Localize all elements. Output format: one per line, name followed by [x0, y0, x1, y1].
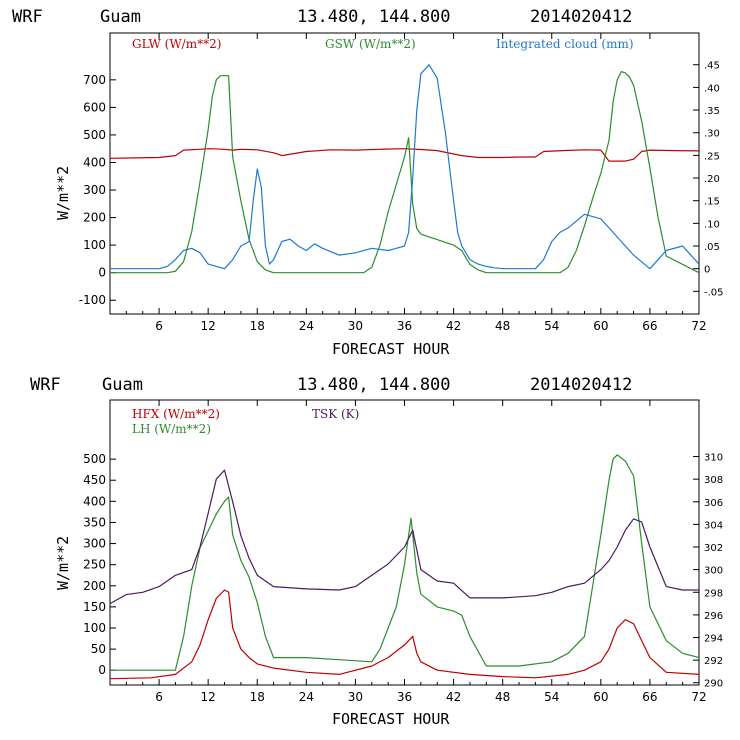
chart-1-y2tick-label: .35 — [704, 106, 720, 117]
chart-2-xlabel: FORECAST HOUR — [332, 710, 450, 728]
chart-1-xtick-label: 72 — [691, 319, 706, 333]
chart-2-xtick-label: 54 — [544, 690, 559, 704]
chart-2-ytick-label: 50 — [91, 642, 106, 656]
chart-1-xtick-label: 66 — [642, 319, 657, 333]
chart-2-y2tick-label: 298 — [704, 588, 723, 599]
chart-2-ytick-label: 250 — [83, 558, 106, 572]
chart-1-xtick-label: 12 — [201, 319, 216, 333]
chart-2-xtick-label: 30 — [348, 690, 363, 704]
chart-2-legend-hfx: HFX (W/m**2) — [132, 407, 220, 421]
chart-1-series-gsw-line — [110, 70, 700, 274]
chart-1-legend-cloud: Integrated cloud (mm) — [496, 37, 634, 51]
chart-2-ylabel: W/m**2 — [54, 536, 72, 590]
chart-1-y2tick-label: .15 — [704, 197, 720, 208]
chart-2-plot-frame — [109, 399, 700, 686]
chart-2-series-lh-line — [110, 454, 700, 671]
chart-1-ytick-label: -100 — [79, 293, 106, 307]
chart-2-xtick-label: 42 — [446, 690, 461, 704]
chart-1-xtick-label: 48 — [495, 319, 510, 333]
chart-2-series — [109, 454, 700, 680]
chart-2-date: 2014020412 — [530, 375, 632, 395]
chart-1-ytick-label: 400 — [83, 155, 106, 169]
chart-1-ylabel: W/m**2 — [54, 166, 72, 220]
chart-1-ytick-label: 100 — [83, 238, 106, 252]
chart-1-y2tick-label: .25 — [704, 151, 720, 162]
chart-2-legend-tsk: TSK (K) — [312, 407, 359, 421]
chart-2-series-tsk-line — [109, 469, 699, 605]
chart-2-coords: 13.480, 144.800 — [297, 375, 451, 395]
chart-2-xtick-label: 6 — [155, 690, 163, 704]
chart-1-series-integrated-line — [110, 64, 700, 270]
chart-2-xtick-label: 72 — [691, 690, 706, 704]
chart-2-y2tick-label: 304 — [704, 520, 723, 531]
chart-1-plot-frame — [109, 32, 700, 315]
chart-2-xtick-label: 66 — [642, 690, 657, 704]
chart-1-xtick-label: 18 — [250, 319, 265, 333]
chart-2-ytick-label: 350 — [83, 515, 106, 529]
chart-2-xtick-label: 60 — [593, 690, 608, 704]
chart-1-y2tick-label: .40 — [704, 83, 720, 94]
chart-2: WRF Guam 13.480, 144.800 2014020412 6 12 1… — [30, 375, 723, 728]
chart-2-ytick-label: 400 — [83, 494, 106, 508]
chart-1-xtick-label: 42 — [446, 319, 461, 333]
chart-1-y2tick-label: 0 — [704, 265, 710, 276]
chart-1-series — [109, 64, 700, 274]
chart-1-ytick-label: 500 — [83, 128, 106, 142]
chart-2-ytick-label: 100 — [83, 621, 106, 635]
chart-2-ytick-label: 150 — [83, 600, 106, 614]
chart-2-y2tick-label: 292 — [704, 656, 723, 667]
chart-1-series-glw-line — [109, 148, 700, 162]
chart-1-coords: 13.480, 144.800 — [297, 7, 451, 27]
chart-2-y2tick-label: 302 — [704, 543, 723, 554]
chart-2-ytick-label: 450 — [83, 473, 106, 487]
chart-1-xtick-label: 30 — [348, 319, 363, 333]
chart-1-ticks: 6 12 18 24 30 36 42 48 54 60 66 72 -100 0 100 200 300 400… — [79, 33, 724, 333]
chart-1-location: Guam — [100, 7, 141, 27]
chart-1-ytick-label: 200 — [83, 211, 106, 225]
chart-2-y2tick-label: 308 — [704, 475, 723, 486]
chart-2-xtick-label: 24 — [299, 690, 314, 704]
chart-1-xtick-label: 24 — [299, 319, 314, 333]
chart-1-model: WRF — [12, 7, 43, 27]
chart-1-legend-gsw: GSW (W/m**2) — [325, 37, 416, 51]
chart-2-y2tick-label: 294 — [704, 634, 723, 645]
chart-1-ytick-label: 300 — [83, 183, 106, 197]
chart-2-xtick-label: 36 — [397, 690, 412, 704]
chart-1-date: 2014020412 — [530, 7, 632, 27]
chart-2-y2tick-label: 300 — [704, 566, 723, 577]
chart-1-xtick-label: 6 — [155, 319, 163, 333]
chart-1: WRF Guam 13.480, 144.800 2014020412 6 12 1… — [12, 7, 724, 358]
chart-1-ytick-label: 700 — [83, 73, 106, 87]
chart-2-ytick-label: 0 — [98, 663, 106, 677]
chart-1-y2tick-label: -.05 — [704, 287, 724, 298]
chart-2-xtick-label: 18 — [250, 690, 265, 704]
chart-1-xtick-label: 60 — [593, 319, 608, 333]
chart-1-y2tick-label: .45 — [704, 61, 720, 72]
chart-1-y2tick-label: .20 — [704, 174, 720, 185]
chart-2-y2tick-label: 296 — [704, 611, 723, 622]
chart-1-y2tick-label: .30 — [704, 129, 720, 140]
chart-1-y2tick-label: .10 — [704, 219, 720, 230]
chart-1-xtick-label: 54 — [544, 319, 559, 333]
chart-2-xtick-label: 12 — [201, 690, 216, 704]
chart-2-legend-lh: LH (W/m**2) — [132, 422, 211, 436]
chart-1-y2tick-label: .05 — [704, 242, 720, 253]
chart-1-ytick-label: 600 — [83, 100, 106, 114]
chart-2-y2tick-label: 310 — [704, 453, 723, 464]
chart-2-ytick-label: 200 — [83, 579, 106, 593]
chart-1-legend-glw: GLW (W/m**2) — [132, 37, 221, 51]
chart-2-ticks: 6 12 18 24 30 36 42 48 54 60 66 72 0 50 100 150 200 250 30… — [83, 400, 723, 704]
chart-2-y2tick-label: 306 — [704, 498, 723, 509]
chart-1-xlabel: FORECAST HOUR — [332, 340, 450, 358]
chart-2-location: Guam — [102, 375, 143, 395]
chart-2-xtick-label: 48 — [495, 690, 510, 704]
chart-2-ytick-label: 300 — [83, 537, 106, 551]
chart-2-y2tick-label: 290 — [704, 679, 723, 690]
chart-1-ytick-label: 0 — [98, 266, 106, 280]
chart-2-ytick-label: 500 — [83, 452, 106, 466]
chart-1-xtick-label: 36 — [397, 319, 412, 333]
chart-2-series-hfx-line — [109, 589, 700, 680]
chart-2-model: WRF — [30, 375, 61, 395]
